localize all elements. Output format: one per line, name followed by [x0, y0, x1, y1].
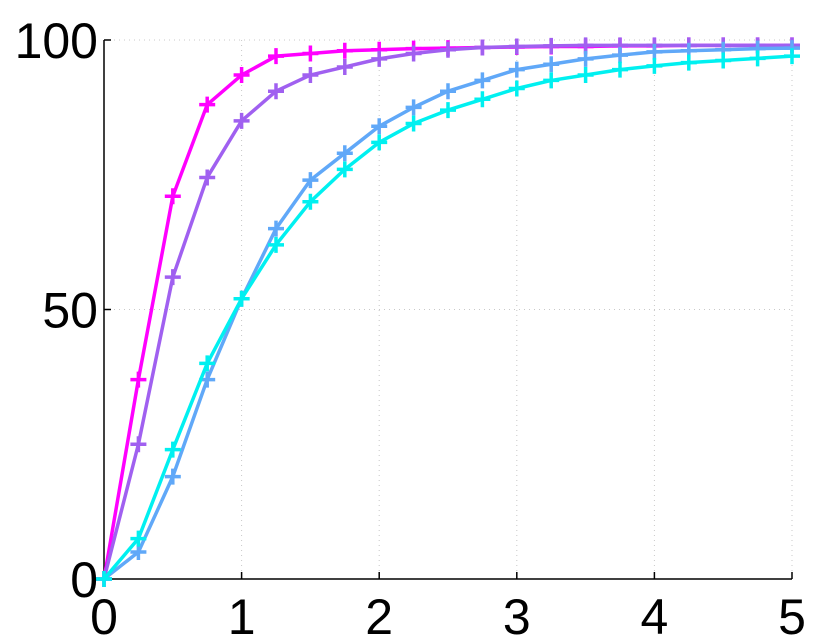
data-point-marker	[371, 50, 388, 67]
data-point-marker	[371, 134, 388, 151]
data-point-marker	[646, 57, 663, 74]
data-point-marker	[130, 544, 147, 561]
data-point-marker	[405, 45, 422, 62]
data-point-marker	[199, 96, 216, 113]
data-point-marker	[302, 193, 319, 210]
data-point-marker	[543, 37, 560, 54]
x-tick-label: 1	[228, 589, 256, 642]
data-point-marker	[233, 112, 250, 129]
data-point-marker	[164, 441, 181, 458]
data-point-marker	[440, 41, 456, 58]
data-point-marker	[784, 48, 800, 65]
data-point-marker	[130, 436, 147, 453]
data-point-marker	[130, 371, 147, 388]
y-tick-label: 100	[15, 13, 98, 69]
grid-lines	[103, 39, 793, 580]
data-point-marker	[268, 220, 284, 237]
data-point-marker	[336, 161, 353, 178]
y-tick-label: 50	[42, 283, 98, 339]
data-point-marker	[715, 52, 732, 69]
data-point-marker	[646, 43, 663, 60]
data-point-marker	[577, 37, 594, 54]
data-point-marker	[474, 91, 491, 108]
y-tick-label: 0	[70, 552, 98, 608]
data-point-marker	[371, 118, 388, 135]
data-point-marker	[508, 80, 525, 97]
data-point-marker	[749, 50, 766, 67]
series-1	[96, 37, 800, 587]
data-point-marker	[440, 102, 456, 119]
x-tick-label: 5	[778, 589, 806, 642]
data-point-marker	[164, 269, 181, 286]
data-point-marker	[577, 50, 594, 67]
data-point-marker	[577, 67, 594, 84]
x-tick-label: 2	[365, 589, 393, 642]
series-line	[102, 43, 792, 580]
x-tick-label: 4	[640, 589, 668, 642]
data-point-marker	[199, 355, 216, 372]
data-point-marker	[336, 145, 353, 162]
data-point-marker	[268, 83, 284, 100]
data-point-marker	[405, 99, 422, 116]
data-point-marker	[336, 58, 353, 75]
data-point-marker	[302, 67, 319, 84]
series-3	[96, 40, 800, 587]
data-point-marker	[612, 47, 628, 64]
data-point-marker	[508, 38, 525, 55]
data-point-marker	[474, 72, 491, 89]
data-point-marker	[233, 290, 250, 307]
data-point-marker	[543, 56, 560, 73]
data-point-marker	[199, 169, 216, 186]
data-point-marker	[164, 188, 181, 205]
data-series	[96, 37, 800, 587]
axes	[103, 40, 792, 580]
data-point-marker	[130, 530, 147, 547]
x-tick-label: 0	[90, 589, 118, 642]
data-point-marker	[543, 72, 560, 89]
series-4	[96, 48, 800, 587]
data-point-marker	[612, 61, 628, 78]
data-point-marker	[302, 172, 319, 189]
data-point-marker	[96, 571, 112, 587]
data-point-marker	[268, 48, 284, 65]
data-point-marker	[233, 67, 250, 84]
series-line	[102, 43, 792, 580]
data-point-marker	[336, 42, 353, 59]
series-line	[102, 46, 793, 581]
data-point-marker	[508, 61, 525, 78]
data-point-marker	[474, 39, 491, 56]
series-line	[102, 54, 793, 581]
data-point-marker	[164, 468, 181, 485]
data-point-marker	[680, 54, 697, 71]
data-point-marker	[405, 115, 422, 132]
data-point-marker	[268, 236, 284, 253]
x-tick-label: 3	[503, 589, 531, 642]
data-point-marker	[440, 83, 456, 100]
data-point-marker	[302, 45, 319, 62]
